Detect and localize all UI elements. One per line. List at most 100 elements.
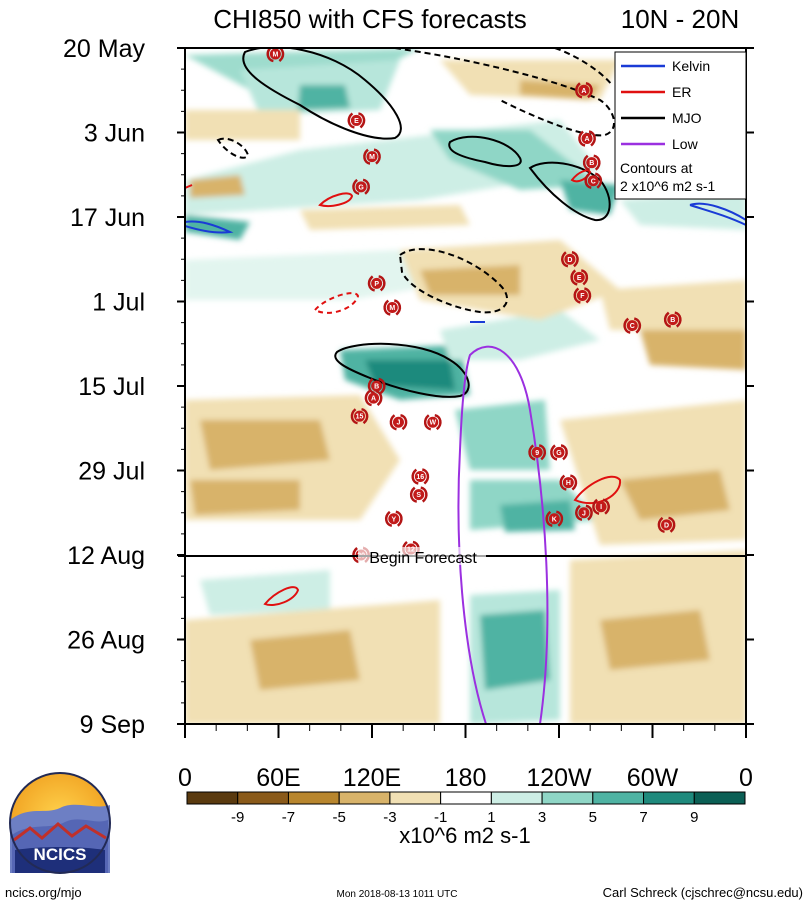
- storm-dot: [368, 392, 380, 404]
- x-tick-label: 60E: [256, 764, 300, 792]
- logo-text: NCICS: [34, 845, 87, 864]
- storm-label: G: [358, 184, 364, 191]
- storm-label: B: [670, 317, 675, 324]
- storm-swirl: [663, 311, 682, 328]
- storm-swirl: [657, 516, 676, 534]
- storm-swirl: [550, 444, 568, 461]
- storm-marker: J: [575, 504, 593, 521]
- storm-marker: K: [545, 510, 564, 528]
- storm-label: Y: [391, 516, 396, 523]
- colorbar-tick-label: -7: [282, 809, 295, 826]
- storm-label: D: [567, 257, 572, 264]
- storm-marker: J: [389, 413, 408, 431]
- colorbar-tick-label: -3: [383, 809, 396, 826]
- storm-marker: 16: [411, 468, 430, 485]
- storm-marker: A: [575, 82, 593, 99]
- colorbar-swatch: [592, 791, 645, 805]
- storm-label: J: [582, 510, 586, 517]
- storm-dot: [586, 157, 598, 169]
- colorbar-tick-label: 3: [538, 809, 546, 826]
- legend-label-er: ER: [672, 84, 691, 100]
- footer-timestamp: Mon 2018-08-13 1011 UTC: [337, 889, 458, 900]
- legend-label-mjo: MJO: [672, 110, 702, 126]
- storm-dot: [587, 175, 599, 187]
- storm-marker: C: [623, 317, 642, 334]
- storm-swirl: [350, 407, 369, 425]
- storm-dot: [548, 513, 560, 525]
- x-tick-label: 0: [739, 764, 753, 792]
- y-tick-label: 17 Jun: [70, 204, 145, 232]
- storm-swirl: [383, 299, 402, 316]
- y-tick-label: 20 May: [63, 35, 145, 63]
- storm-swirl: [367, 275, 386, 292]
- footer-url[interactable]: ncics.org/mjo: [5, 885, 82, 900]
- storm-dot: [553, 446, 565, 458]
- storm-dot: [564, 253, 576, 265]
- storm-swirl: [409, 486, 428, 503]
- colorbar-swatch: [389, 791, 442, 805]
- colorbar-swatch: [541, 791, 594, 805]
- chart-subtitle: 10N - 20N: [621, 4, 740, 34]
- storm-swirl: [364, 389, 383, 407]
- storm-dot: [413, 489, 425, 501]
- storm-dot: [371, 380, 383, 392]
- storm-dot: [576, 289, 588, 301]
- storm-marker: H: [559, 474, 578, 491]
- storm-swirl: [578, 130, 596, 147]
- storm-marker: D: [561, 251, 579, 268]
- colorbar-tick-label: -5: [333, 809, 346, 826]
- legend: Kelvin ER MJO Low Contours at 2 x10^6 m2 s-…: [614, 51, 747, 200]
- storm-dot: [371, 277, 383, 289]
- storm-label: K: [552, 516, 557, 523]
- storm-dot: [562, 477, 574, 489]
- storm-swirl: [559, 474, 578, 491]
- storm-swirl: [363, 148, 381, 165]
- storm-dot: [667, 314, 679, 326]
- storm-dot: [366, 151, 378, 163]
- x-tick-label: 180: [445, 764, 487, 792]
- storm-label: M: [389, 305, 395, 312]
- legend-note-2: 2 x10^6 m2 s-1: [620, 178, 715, 194]
- storm-label: M: [369, 154, 375, 161]
- storm-label: A: [585, 136, 590, 143]
- storm-label: A: [371, 396, 376, 403]
- storm-marker: M: [383, 299, 402, 316]
- colorbar-tick-label: 7: [639, 809, 647, 826]
- colorbar-tick-label: 1: [487, 809, 495, 826]
- y-tick-label: 1 Jul: [92, 289, 145, 317]
- storm-marker: C: [584, 172, 603, 190]
- storm-label: J: [397, 420, 401, 427]
- colorbar-tick-label: -9: [231, 809, 244, 826]
- colorbar-swatch: [643, 791, 695, 805]
- storm-label: E: [354, 118, 359, 125]
- storm-markers: MEMGAABCDEFCBPMBA15JW9G16HSJIKDY1220: [266, 48, 682, 564]
- storm-label: C: [630, 323, 635, 330]
- storm-label: M: [272, 52, 278, 59]
- storm-marker: A: [578, 130, 596, 147]
- storm-swirl: [561, 251, 579, 268]
- storm-swirl: [623, 317, 642, 334]
- y-tick-label: 26 Aug: [67, 627, 145, 655]
- storm-label: F: [580, 293, 585, 300]
- storm-dot: [578, 84, 590, 96]
- colorbar-swatch: [440, 791, 492, 805]
- colorbar-tick-label: -1: [434, 809, 447, 826]
- forecast-label: Begin Forecast: [369, 550, 477, 567]
- storm-dot: [626, 320, 638, 332]
- storm-marker: P: [367, 275, 386, 292]
- storm-dot: [414, 471, 426, 483]
- storm-label: B: [374, 384, 379, 391]
- storm-swirl: [367, 377, 386, 395]
- storm-swirl: [423, 413, 442, 431]
- colorbar-swatch: [693, 791, 746, 805]
- colorbar-tick-label: 9: [690, 809, 698, 826]
- storm-marker: D: [657, 516, 676, 534]
- storm-dot: [595, 501, 607, 513]
- storm-marker: F: [573, 287, 592, 304]
- storm-marker: S: [409, 486, 428, 503]
- storm-label: D: [664, 522, 669, 529]
- x-tick-label: 120E: [343, 764, 401, 792]
- storm-dot: [392, 416, 404, 428]
- storm-dot: [578, 507, 590, 519]
